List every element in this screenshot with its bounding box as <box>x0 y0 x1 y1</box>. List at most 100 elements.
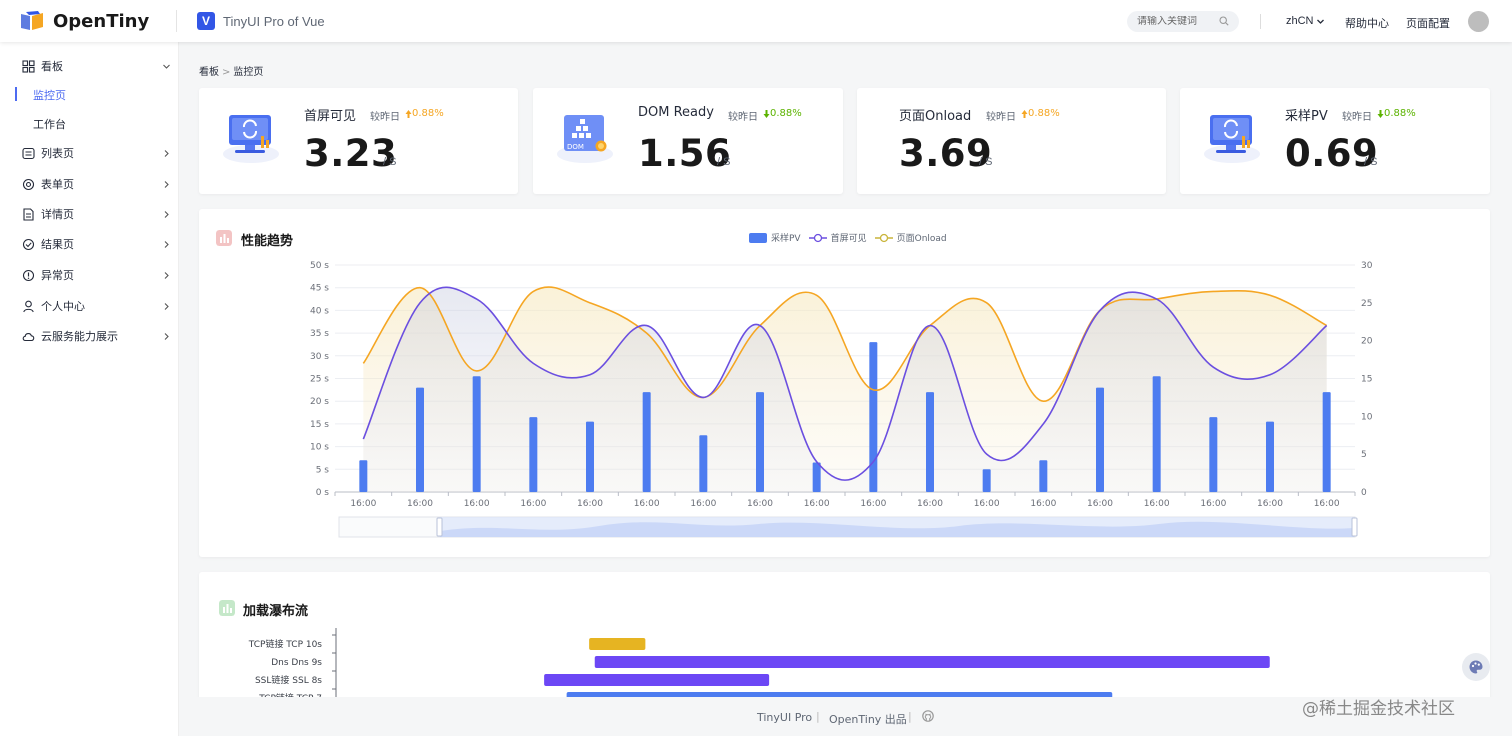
bar-sample-pv <box>529 417 538 492</box>
legend-item-first-screen[interactable]: 首屏可见 <box>808 231 867 244</box>
kpi-compare-label: 较昨日 <box>370 112 400 123</box>
legend-label: 页面Onload <box>896 234 947 244</box>
search-input[interactable] <box>1137 16 1217 27</box>
waterfall-card <box>199 572 1490 712</box>
top-header: OpenTiny V TinyUI Pro of Vue zhCN 帮助中心 页… <box>0 0 1512 42</box>
opentiny-logo-icon <box>21 11 43 30</box>
kpi-percent: 0.88% <box>412 108 444 119</box>
search-icon[interactable] <box>1219 16 1229 26</box>
list-icon <box>22 147 35 159</box>
search-box <box>1127 11 1239 32</box>
bar-chart-icon <box>219 600 235 616</box>
legend-label: 采样PV <box>771 234 801 244</box>
chevron-down-icon <box>1316 19 1324 24</box>
chevron-right-icon <box>164 180 169 188</box>
dom-icon: DOM <box>557 115 613 163</box>
sidebar-item-user[interactable]: 个人中心 <box>0 294 179 318</box>
x-tick-label: 16:00 <box>520 499 546 509</box>
line-first-screen <box>362 286 1328 481</box>
breadcrumb-current: 监控页 <box>233 67 264 78</box>
logo[interactable]: OpenTiny <box>20 11 156 32</box>
kpi-unit: / S <box>1364 156 1378 168</box>
legend-item-pv[interactable]: 采样PV <box>749 231 801 244</box>
x-tick-label: 16:00 <box>350 499 376 509</box>
kpi-title: 首屏可见 <box>304 109 357 124</box>
kpi-unit: / S <box>717 156 731 168</box>
page-config-link[interactable]: 页面配置 <box>1406 18 1450 30</box>
sidebar-item-result[interactable]: 结果页 <box>0 232 179 256</box>
sidebar-item-label: 个人中心 <box>41 300 85 313</box>
dashboard-icon <box>22 59 35 73</box>
y-right-tick-label: 30 <box>1361 261 1373 271</box>
sidebar-item-cloud[interactable]: 云服务能力展示 <box>0 324 179 348</box>
line-page-onload <box>362 286 1328 403</box>
kpi-title: 页面Onload <box>899 109 972 124</box>
breadcrumb-root[interactable]: 看板 <box>199 67 219 78</box>
datazoom-handle-left[interactable] <box>436 517 443 537</box>
waterfall-bar <box>594 656 1270 668</box>
bar-sample-pv <box>812 462 821 492</box>
chart-legend: 采样PV 首屏可见 页面Onload <box>749 231 947 244</box>
sub-logo[interactable]: V TinyUI Pro of Vue <box>197 12 325 30</box>
y-right-tick-label: 15 <box>1361 375 1372 385</box>
performance-trend-chart: 0 s5 s10 s15 s20 s25 s30 s35 s40 s45 s50… <box>310 261 1373 538</box>
y-right-tick-label: 25 <box>1361 299 1372 309</box>
legend-swatch-line <box>874 233 893 242</box>
sidebar-item-label: 列表页 <box>41 147 74 160</box>
theme-switch-button[interactable] <box>1462 653 1490 681</box>
sidebar-sub-workbench[interactable]: 工作台 <box>0 113 179 133</box>
datazoom-handle-right[interactable] <box>1351 517 1358 537</box>
footer: TinyUI Pro | OpenTiny 出品 | <box>179 697 1512 736</box>
y-right-tick-label: 20 <box>1361 337 1373 347</box>
y-left-tick-label: 0 s <box>316 488 330 498</box>
sidebar-item-detail[interactable]: 详情页 <box>0 202 179 226</box>
logo-text: OpenTiny <box>53 10 150 32</box>
bar-sample-pv <box>1152 376 1161 492</box>
y-left-tick-label: 35 s <box>310 329 329 339</box>
waterfall-category-label: TCP链接 TCP 7 <box>258 692 322 697</box>
sidebar-sub-monitor[interactable]: 监控页 <box>0 84 179 104</box>
y-right-tick-label: 5 <box>1361 450 1367 460</box>
kpi-percent: 0.88% <box>770 108 802 119</box>
bar-chart-icon <box>216 230 232 246</box>
bar-sample-pv <box>1322 392 1331 492</box>
sidebar-item-list[interactable]: 列表页 <box>0 141 179 165</box>
kpi-percent: 0.88% <box>1028 108 1060 119</box>
sidebar-item-label: 表单页 <box>41 178 74 191</box>
github-icon[interactable] <box>922 710 934 722</box>
breadcrumb-separator: > <box>222 67 231 78</box>
avatar[interactable] <box>1468 11 1489 32</box>
x-tick-label: 16:00 <box>1314 499 1340 509</box>
watermark: @稀土掘金技术社区 <box>1302 699 1455 719</box>
waterfall-bar <box>566 692 1113 697</box>
sidebar-item-dashboard[interactable]: 看板 <box>0 54 179 78</box>
sidebar: 看板 监控页 工作台 列表页 表单页 详情页 结果页 异常页 个人中心 云服务 <box>0 42 179 736</box>
trend-down-icon <box>763 110 770 118</box>
sidebar-item-exception[interactable]: 异常页 <box>0 263 179 287</box>
kpi-unit: / S <box>383 156 397 168</box>
waterfall-bar <box>544 674 770 686</box>
x-tick-label: 16:00 <box>464 499 490 509</box>
sidebar-item-form[interactable]: 表单页 <box>0 172 179 196</box>
waterfall-category-label: SSL链接 SSL 8s <box>255 674 322 686</box>
header-separator <box>1260 14 1261 29</box>
dom-icon-text: DOM <box>567 143 584 151</box>
y-left-tick-label: 5 s <box>316 465 330 475</box>
trend-up-icon <box>405 110 412 118</box>
datazoom-preview <box>440 521 1354 537</box>
kpi-title: DOM Ready <box>638 105 714 120</box>
help-center-link[interactable]: 帮助中心 <box>1345 18 1389 30</box>
legend-item-onload[interactable]: 页面Onload <box>874 231 947 244</box>
y-left-tick-label: 20 s <box>310 397 329 407</box>
x-tick-label: 16:00 <box>747 499 773 509</box>
language-select[interactable]: zhCN <box>1286 15 1325 27</box>
kpi-value: 3.69 <box>899 132 993 175</box>
waterfall-bar <box>589 638 646 650</box>
chevron-right-icon <box>164 271 169 279</box>
x-tick-label: 16:00 <box>1257 499 1283 509</box>
x-tick-label: 16:00 <box>690 499 716 509</box>
sidebar-item-label: 看板 <box>41 60 63 73</box>
kpi-unit: / S <box>979 156 993 168</box>
kpi-compare-label: 较昨日 <box>728 112 758 123</box>
y-left-tick-label: 40 s <box>310 306 329 316</box>
